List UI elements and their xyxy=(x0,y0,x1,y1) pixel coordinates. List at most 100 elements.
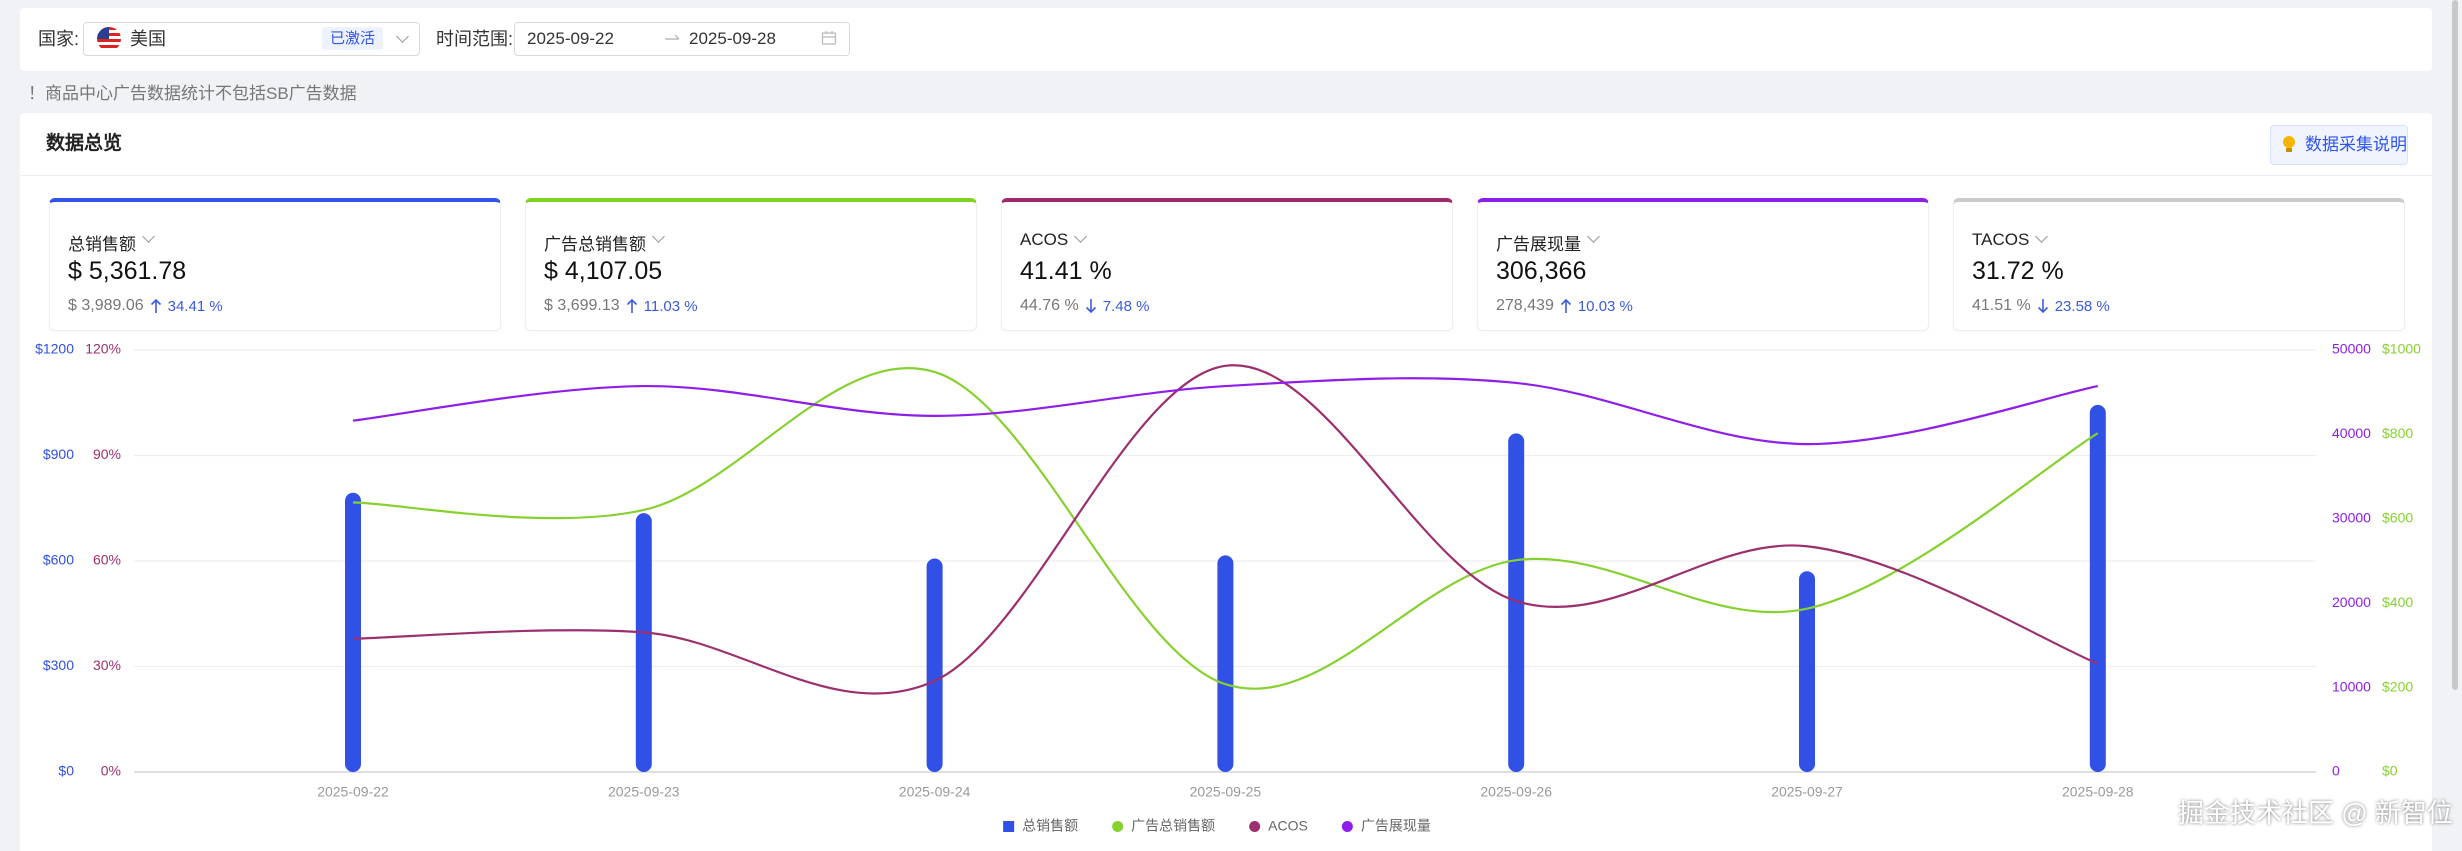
bar xyxy=(635,513,652,772)
metric-card[interactable]: 总销售额 $ 5,361.78 $ 3,989.06 34.41 % xyxy=(49,198,501,331)
metric-previous: 44.76 % xyxy=(1020,297,1079,314)
overview-title: 数据总览 xyxy=(46,133,123,154)
start-date: 2025-09-22 xyxy=(527,29,614,48)
metric-name: 广告总销售额 xyxy=(544,235,646,254)
legend-label: 广告总销售额 xyxy=(1131,818,1215,834)
status-tag: 已激活 xyxy=(322,27,384,50)
bar xyxy=(1217,555,1234,772)
divider xyxy=(20,175,2432,176)
y-tick-label: $1200 xyxy=(35,341,74,357)
trend-arrow xyxy=(626,298,637,313)
metric-previous: 278,439 xyxy=(1496,297,1554,314)
y-tick-label: 10000 xyxy=(2332,678,2371,694)
legend-swatch xyxy=(1003,821,1015,832)
bulb-icon xyxy=(2283,136,2295,152)
watermark: 掘金技术社区 @ 新智位 xyxy=(2178,798,2453,828)
scrollbar[interactable] xyxy=(2452,0,2458,690)
x-tick-label: 2025-09-24 xyxy=(899,784,971,800)
metric-card[interactable]: 广告总销售额 $ 4,107.05 $ 3,699.13 11.03 % xyxy=(525,198,977,331)
metric-change: 23.58 % xyxy=(2054,297,2110,315)
metric-change: 10.03 % xyxy=(1577,297,1633,315)
y-tick-label: $600 xyxy=(43,552,74,568)
flag-icon xyxy=(97,27,121,51)
line-series xyxy=(352,367,2099,690)
metric-value: 31.72 % xyxy=(1972,257,2064,285)
metric-card[interactable]: ACOS 41.41 % 44.76 % 7.48 % xyxy=(1001,198,1453,331)
trend-arrow xyxy=(150,298,161,313)
trend-arrow xyxy=(1085,299,1096,314)
y-tick-label: $400 xyxy=(2382,594,2413,610)
country-label: 国家: xyxy=(38,29,80,49)
y-tick-label: $900 xyxy=(43,446,74,462)
metric-change: 7.48 % xyxy=(1102,297,1150,315)
x-tick-label: 2025-09-25 xyxy=(1190,784,1262,800)
y-tick-label: 60% xyxy=(93,552,121,568)
x-tick-label: 2025-09-28 xyxy=(2062,784,2134,800)
y-tick-label: 0% xyxy=(101,763,121,779)
y-tick-label: 120% xyxy=(85,341,121,357)
y-tick-label: $300 xyxy=(43,657,74,673)
y-tick-label: $200 xyxy=(2382,678,2413,694)
metric-value: 306,366 xyxy=(1496,257,1587,285)
metric-name: 总销售额 xyxy=(68,235,136,254)
y-tick-label: 90% xyxy=(93,446,121,462)
y-tick-label: 40000 xyxy=(2332,425,2371,441)
help-button-label: 数据采集说明 xyxy=(2305,135,2407,154)
metric-compare: 44.76 % 7.48 % xyxy=(1020,297,1149,315)
metric-previous: $ 3,699.13 xyxy=(544,297,620,314)
calendar-icon xyxy=(821,31,837,45)
country-value: 美国 xyxy=(130,29,166,49)
legend-label: 总销售额 xyxy=(1022,818,1078,834)
y-tick-label: $0 xyxy=(58,763,74,779)
date-label: 时间范围: xyxy=(436,29,514,49)
trend-arrow xyxy=(2037,299,2048,314)
metric-name: TACOS xyxy=(1972,230,2030,249)
y-tick-label: 30000 xyxy=(2332,510,2371,526)
x-tick-label: 2025-09-22 xyxy=(317,784,389,800)
metric-compare: 278,439 10.03 % xyxy=(1496,297,1633,315)
end-date: 2025-09-28 xyxy=(689,29,776,48)
bar xyxy=(345,492,361,772)
filter-bar xyxy=(20,8,2432,71)
x-tick-label: 2025-09-23 xyxy=(608,784,680,800)
legend-swatch xyxy=(1112,821,1124,832)
trend-arrow xyxy=(1560,298,1571,313)
x-tick-label: 2025-09-27 xyxy=(1771,784,1843,800)
bar xyxy=(1508,433,1525,772)
metric-name: ACOS xyxy=(1020,230,1069,249)
y-tick-label: 30% xyxy=(93,657,121,673)
metric-value: 41.41 % xyxy=(1020,257,1112,285)
legend-swatch xyxy=(1341,821,1353,832)
legend-label: 广告展现量 xyxy=(1361,818,1431,834)
y-tick-label: $0 xyxy=(2382,763,2398,779)
metric-compare: 41.51 % 23.58 % xyxy=(1972,297,2110,315)
range-arrow xyxy=(665,34,680,40)
legend: 总销售额 广告总销售额 ACOS 广告展现量 xyxy=(1003,818,1431,834)
line-series xyxy=(352,377,2099,446)
metric-previous: 41.51 % xyxy=(1972,297,2031,314)
metric-compare: $ 3,989.06 34.41 % xyxy=(68,297,223,315)
y-tick-label: 0 xyxy=(2332,763,2340,779)
y-tick-label: $800 xyxy=(2382,425,2413,441)
metric-change: 34.41 % xyxy=(167,297,223,315)
metric-change: 11.03 % xyxy=(643,297,698,315)
metric-value: $ 4,107.05 xyxy=(544,257,663,285)
metric-previous: $ 3,989.06 xyxy=(68,297,144,314)
y-tick-label: 20000 xyxy=(2332,594,2371,610)
metric-card[interactable]: TACOS 31.72 % 41.51 % 23.58 % xyxy=(1953,198,2405,331)
bar xyxy=(2089,404,2106,772)
metric-card[interactable]: 广告展现量 306,366 278,439 10.03 % xyxy=(1477,198,1929,331)
metric-compare: $ 3,699.13 11.03 % xyxy=(544,297,698,315)
line-series xyxy=(352,364,2099,695)
notice: ！商品中心广告数据统计不包括SB广告数据 xyxy=(28,84,357,103)
bar xyxy=(926,558,943,772)
y-tick-label: $600 xyxy=(2382,510,2413,526)
bar xyxy=(1799,571,1815,772)
y-tick-label: $1000 xyxy=(2382,341,2421,357)
x-tick-label: 2025-09-26 xyxy=(1480,784,1552,800)
legend-swatch xyxy=(1249,821,1261,832)
date-range-picker[interactable] xyxy=(514,22,850,56)
y-tick-label: 50000 xyxy=(2332,341,2371,357)
